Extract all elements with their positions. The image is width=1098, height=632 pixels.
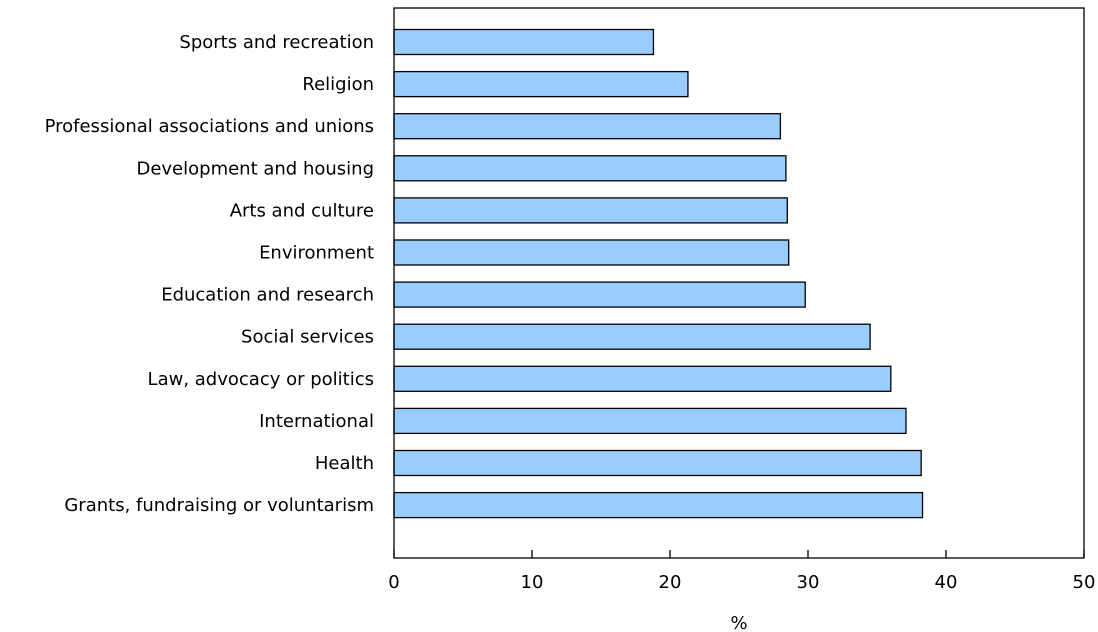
bar-10 (393, 449, 922, 477)
category-label: Arts and culture (230, 200, 374, 221)
category-labels: Sports and recreation Religion Professiona… (45, 32, 374, 516)
bar-6 (393, 281, 806, 308)
bar-3 (393, 155, 787, 182)
category-label: Professional associations and unions (45, 116, 374, 137)
bar-7 (393, 323, 871, 350)
x-axis-ticks: 0 10 20 30 40 50 (388, 550, 1095, 593)
x-tick-label: 20 (659, 572, 682, 593)
bars-group (393, 28, 924, 519)
x-axis-title: % (730, 613, 747, 632)
category-label: Religion (302, 74, 374, 95)
x-tick-label: 40 (935, 572, 958, 593)
bar-8 (393, 365, 892, 392)
bar-11 (393, 491, 924, 519)
category-label: Environment (259, 243, 374, 264)
category-label: Health (315, 453, 374, 474)
bar-1 (393, 70, 689, 98)
plot-frame (393, 7, 1085, 559)
category-label: Development and housing (136, 158, 374, 179)
category-label: International (259, 411, 374, 432)
x-tick-label: 30 (797, 572, 820, 593)
category-label: Social services (241, 327, 374, 348)
category-label: Law, advocacy or politics (148, 369, 374, 390)
bar-0 (393, 28, 655, 56)
bar-5 (393, 239, 790, 266)
category-label: Sports and recreation (179, 32, 374, 53)
bar-4 (393, 197, 788, 224)
bar-2 (393, 113, 782, 140)
x-tick-label: 0 (388, 572, 399, 593)
category-label: Grants, fundraising or voluntarism (64, 495, 374, 516)
x-tick-label: 50 (1073, 572, 1096, 593)
category-label: Education and research (161, 285, 374, 306)
bar-9 (393, 407, 907, 435)
x-tick-label: 10 (521, 572, 544, 593)
